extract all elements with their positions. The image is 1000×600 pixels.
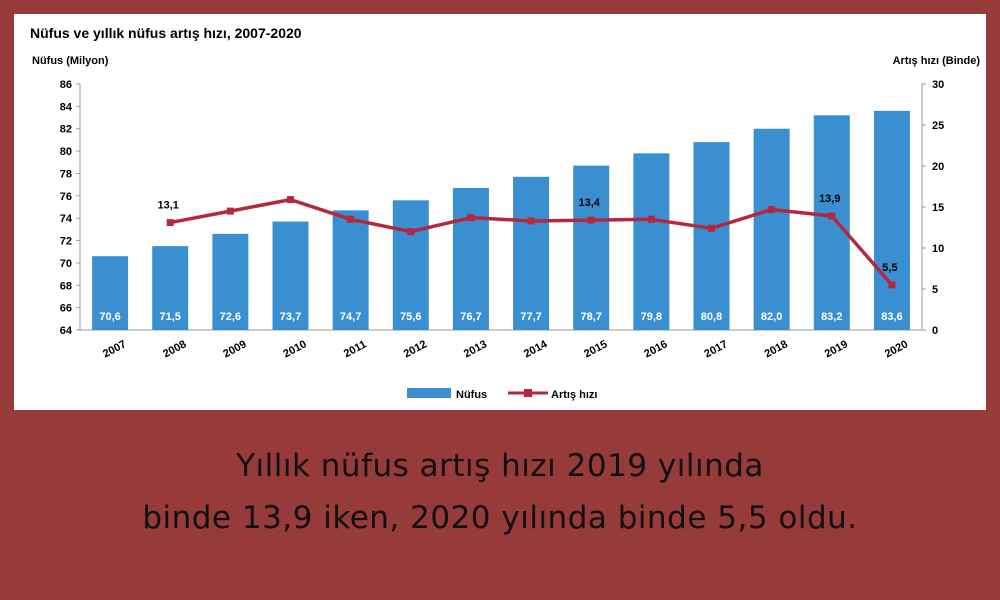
bar-value-label: 71,5 [160, 311, 181, 323]
x-tick-label: 2010 [281, 338, 308, 360]
left-tick-label: 66 [60, 303, 72, 315]
line-point [888, 281, 896, 289]
legend-label-artis: Artış hızı [551, 389, 597, 401]
bar-value-label: 70,6 [99, 311, 120, 323]
bar-nufus [392, 200, 429, 330]
bar-value-label: 75,6 [400, 311, 421, 323]
bar-value-label: 80,8 [701, 311, 722, 323]
left-tick-label: 82 [60, 124, 72, 136]
bar-value-label: 74,7 [340, 311, 361, 323]
bar-nufus [633, 153, 670, 330]
x-tick-label: 2015 [582, 338, 609, 360]
legend-label-nufus: Nüfus [456, 389, 487, 401]
line-point [347, 215, 355, 223]
bar-nufus [212, 233, 249, 330]
bar-nufus [753, 128, 790, 330]
right-tick-label: 30 [932, 79, 944, 91]
left-tick-label: 64 [60, 325, 73, 337]
bar-nufus [813, 115, 850, 331]
x-tick-label: 2013 [462, 338, 489, 360]
line-point [287, 196, 294, 204]
line-point [768, 205, 776, 213]
x-tick-label: 2011 [342, 338, 369, 360]
right-tick-label: 0 [932, 325, 938, 337]
bar-value-label: 79,8 [641, 311, 662, 323]
line-point [587, 216, 595, 224]
line-point-label: 13,1 [158, 200, 179, 212]
bar-value-label: 83,2 [821, 311, 842, 323]
x-tick-label: 2017 [702, 338, 729, 360]
bar-value-label: 77,7 [520, 311, 541, 323]
legend: Nüfus Artış hızı [407, 388, 597, 401]
bar-value-label: 82,0 [761, 311, 782, 323]
bar-nufus [272, 221, 309, 330]
x-tick-label: 2012 [402, 338, 429, 360]
right-axis-label: Artış hızı (Binde) [893, 55, 981, 67]
bar-value-label: 72,6 [220, 311, 241, 323]
bar-nufus [152, 246, 189, 330]
line-point [467, 214, 475, 222]
chart-svg: Nüfus ve yıllık nüfus artış hızı, 2007-2… [30, 25, 981, 401]
right-tick-label: 25 [932, 120, 944, 132]
bar-nufus [873, 110, 910, 330]
right-tick-label: 15 [932, 202, 944, 214]
chart-title: Nüfus ve yıllık nüfus artış hızı, 2007-2… [30, 25, 302, 41]
legend-swatch-nufus [407, 388, 451, 398]
x-tick-label: 2008 [161, 338, 188, 360]
bar-value-label: 76,7 [460, 311, 481, 323]
caption-line-1: Yıllık nüfus artış hızı 2019 yılında [236, 448, 764, 484]
plot-area: 64 66 68 70 72 74 76 78 80 82 84 86 0 5 10 15 20 25 30 70,6… [60, 79, 945, 360]
x-tick-label: 2009 [221, 338, 248, 360]
bar-nufus [452, 187, 489, 330]
bar-value-label: 78,7 [581, 311, 602, 323]
line-point-label: 13,4 [579, 197, 601, 209]
x-tick-label: 2019 [823, 338, 850, 360]
line-point [166, 219, 174, 227]
x-tick-label: 2016 [642, 338, 669, 360]
x-tick-label: 2007 [101, 338, 128, 360]
line-point [828, 212, 836, 220]
x-tick-label: 2014 [522, 338, 550, 360]
line-point [647, 215, 655, 223]
bar-nufus [332, 210, 369, 330]
line-point [407, 228, 415, 236]
left-tick-label: 86 [60, 79, 72, 91]
bar-nufus [573, 165, 610, 330]
left-tick-label: 84 [60, 101, 73, 113]
legend-marker-artis [524, 389, 532, 397]
caption-line-2: binde 13,9 iken, 2020 yılında binde 5,5 … [142, 500, 858, 536]
right-tick-label: 5 [932, 284, 938, 296]
left-tick-label: 78 [60, 168, 72, 180]
line-point [226, 207, 234, 215]
x-tick-label: 2020 [883, 338, 910, 360]
left-tick-label: 68 [60, 280, 72, 292]
line-point [527, 217, 535, 225]
bar-value-label: 83,6 [881, 311, 902, 323]
right-tick-label: 10 [932, 243, 944, 255]
bar-nufus [693, 142, 730, 330]
x-tick-label: 2018 [763, 338, 790, 360]
line-point [708, 224, 715, 232]
line-point-label: 13,9 [819, 193, 840, 205]
bar-value-label: 73,7 [280, 311, 301, 323]
bar-nufus [513, 176, 550, 330]
left-tick-label: 80 [60, 146, 72, 158]
chart-panel: Nüfus ve yıllık nüfus artış hızı, 2007-2… [14, 14, 986, 410]
line-point-label: 5,5 [882, 262, 897, 274]
bar-nufus [92, 256, 129, 330]
caption: Yıllık nüfus artış hızı 2019 yılında bin… [0, 440, 1000, 544]
left-tick-label: 70 [60, 258, 72, 270]
left-axis-label: Nüfus (Milyon) [32, 55, 109, 67]
left-tick-label: 76 [60, 191, 72, 203]
left-tick-label: 74 [60, 213, 73, 225]
left-tick-label: 72 [60, 236, 72, 248]
right-tick-label: 20 [932, 161, 944, 173]
